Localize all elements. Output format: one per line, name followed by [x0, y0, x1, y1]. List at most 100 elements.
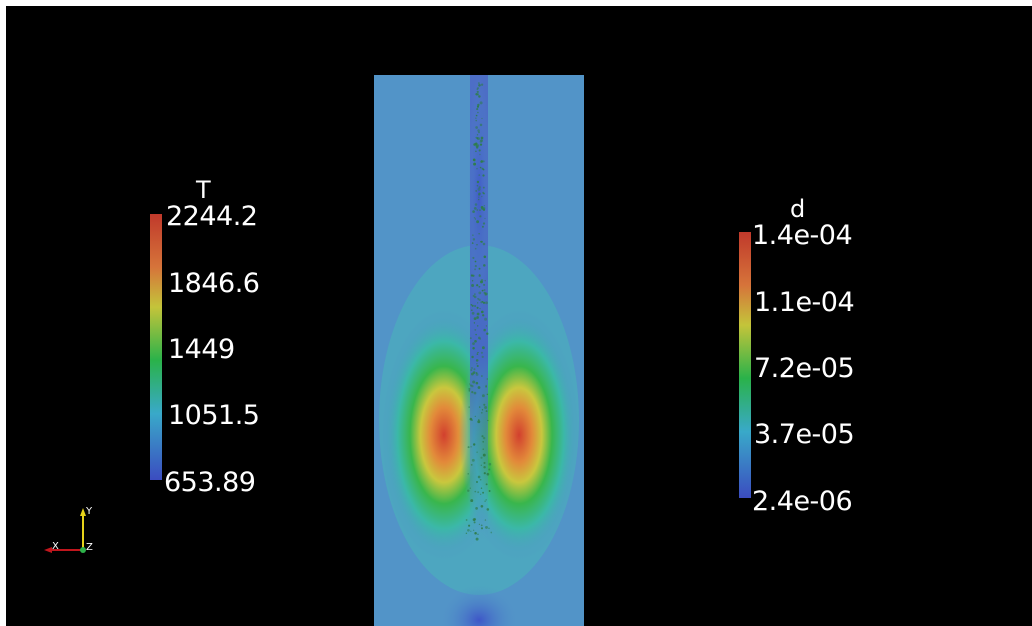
droplet-particle [488, 527, 490, 530]
z-axis-label: Z [86, 542, 93, 553]
droplet-particle [482, 491, 485, 494]
droplet-particle [482, 314, 485, 317]
droplet-particle [474, 142, 478, 146]
droplet-particle [480, 83, 484, 86]
droplet-particle [474, 203, 478, 206]
droplet-particle [483, 264, 486, 267]
orientation-axes: Y X Z [38, 504, 108, 560]
droplet-particle [475, 381, 479, 385]
droplet-particle [472, 347, 475, 350]
x-axis-arrow [44, 547, 52, 553]
droplet-particle [474, 264, 477, 268]
droplet-particle [477, 420, 481, 424]
droplet-particle [475, 537, 479, 541]
droplet-particle [486, 508, 490, 511]
droplet-particle [473, 322, 476, 324]
droplet-particle [467, 473, 469, 475]
droplet-particle [474, 532, 477, 535]
droplet-particle [482, 453, 486, 457]
droplet-particle [476, 168, 478, 170]
droplet-particle [468, 524, 471, 527]
droplet-particle [480, 504, 484, 508]
droplet-particle [477, 351, 479, 354]
droplet-particle [465, 532, 468, 534]
droplet-particle [484, 279, 486, 282]
droplet-particle [487, 419, 489, 422]
droplet-particle [475, 373, 479, 376]
droplet-particle [488, 462, 492, 466]
droplet-particle [485, 525, 488, 529]
droplet-particle [478, 291, 482, 295]
droplet-particle [479, 123, 483, 127]
droplet-particle [485, 325, 488, 327]
droplet-particle [480, 456, 483, 459]
droplet-particle [481, 355, 484, 359]
droplet-particle [470, 274, 474, 277]
droplet-particle [478, 149, 481, 152]
droplet-particle [480, 240, 483, 243]
droplet-particle [477, 82, 480, 85]
droplet-particle [476, 353, 479, 355]
droplet-particle [472, 529, 475, 531]
droplet-particle [477, 302, 479, 304]
droplet-particle [477, 187, 481, 191]
droplet-particle [472, 342, 475, 345]
droplet-particle [479, 215, 482, 218]
droplet-particle [477, 491, 480, 494]
z-axis-dot [80, 547, 86, 553]
colorbar-tick-label: 653.89 [164, 467, 256, 498]
droplet-particle [485, 384, 487, 387]
droplet-particle [476, 451, 478, 453]
colorbar-tick-label: 2244.2 [166, 201, 258, 232]
droplet-particle [470, 304, 473, 306]
droplet-particle [480, 411, 483, 414]
droplet-particle [477, 533, 479, 535]
droplet-particle [480, 136, 484, 140]
droplet-particle [476, 481, 478, 483]
droplet-particle [473, 295, 477, 299]
droplet-particle [474, 305, 477, 307]
droplet-particle [481, 394, 485, 398]
droplet-particle [479, 493, 482, 495]
droplet-particle [471, 280, 474, 282]
droplet-particle [476, 87, 480, 90]
droplet-particle [486, 472, 490, 476]
droplet-particle [486, 332, 489, 335]
droplet-particle [473, 518, 477, 521]
x-axis-label: X [52, 541, 59, 552]
droplet-particle [477, 111, 479, 114]
droplet-particle [482, 242, 486, 246]
droplet-particle [473, 317, 477, 320]
droplet-particle [482, 174, 485, 177]
droplet-particle [476, 93, 480, 96]
droplet-particle [467, 528, 470, 532]
droplet-particle [482, 301, 486, 304]
droplet-particle [480, 160, 483, 163]
droplet-particle [476, 284, 479, 287]
droplet-particle [478, 95, 481, 98]
colorbar-title: d [790, 195, 805, 223]
droplet-particle [478, 523, 481, 526]
droplet-particle [474, 260, 477, 263]
droplet-particle [467, 489, 470, 492]
droplet-particle [474, 293, 476, 295]
droplet-particle [481, 346, 485, 350]
simulation-domain[interactable] [374, 75, 584, 626]
droplet-particle [482, 448, 484, 450]
droplet-particle [473, 521, 476, 524]
droplet-particle [485, 499, 487, 501]
droplet-particle [479, 307, 481, 310]
droplet-particle [483, 472, 486, 475]
droplet-particle [476, 325, 479, 327]
droplet-particle [481, 195, 483, 198]
droplet-particle [471, 355, 474, 359]
droplet-particle [475, 119, 477, 122]
droplet-particle [479, 286, 481, 288]
colorbar-title: T [196, 176, 211, 204]
droplet-particle [478, 84, 481, 87]
droplet-particle [481, 435, 484, 438]
droplet-particle [474, 415, 476, 418]
droplet-particle [478, 192, 481, 195]
render-viewport[interactable]: T 2244.2 1846.6 1449 1051.5 653.89 d 1.4… [6, 6, 1032, 626]
droplet-particle [476, 306, 479, 309]
